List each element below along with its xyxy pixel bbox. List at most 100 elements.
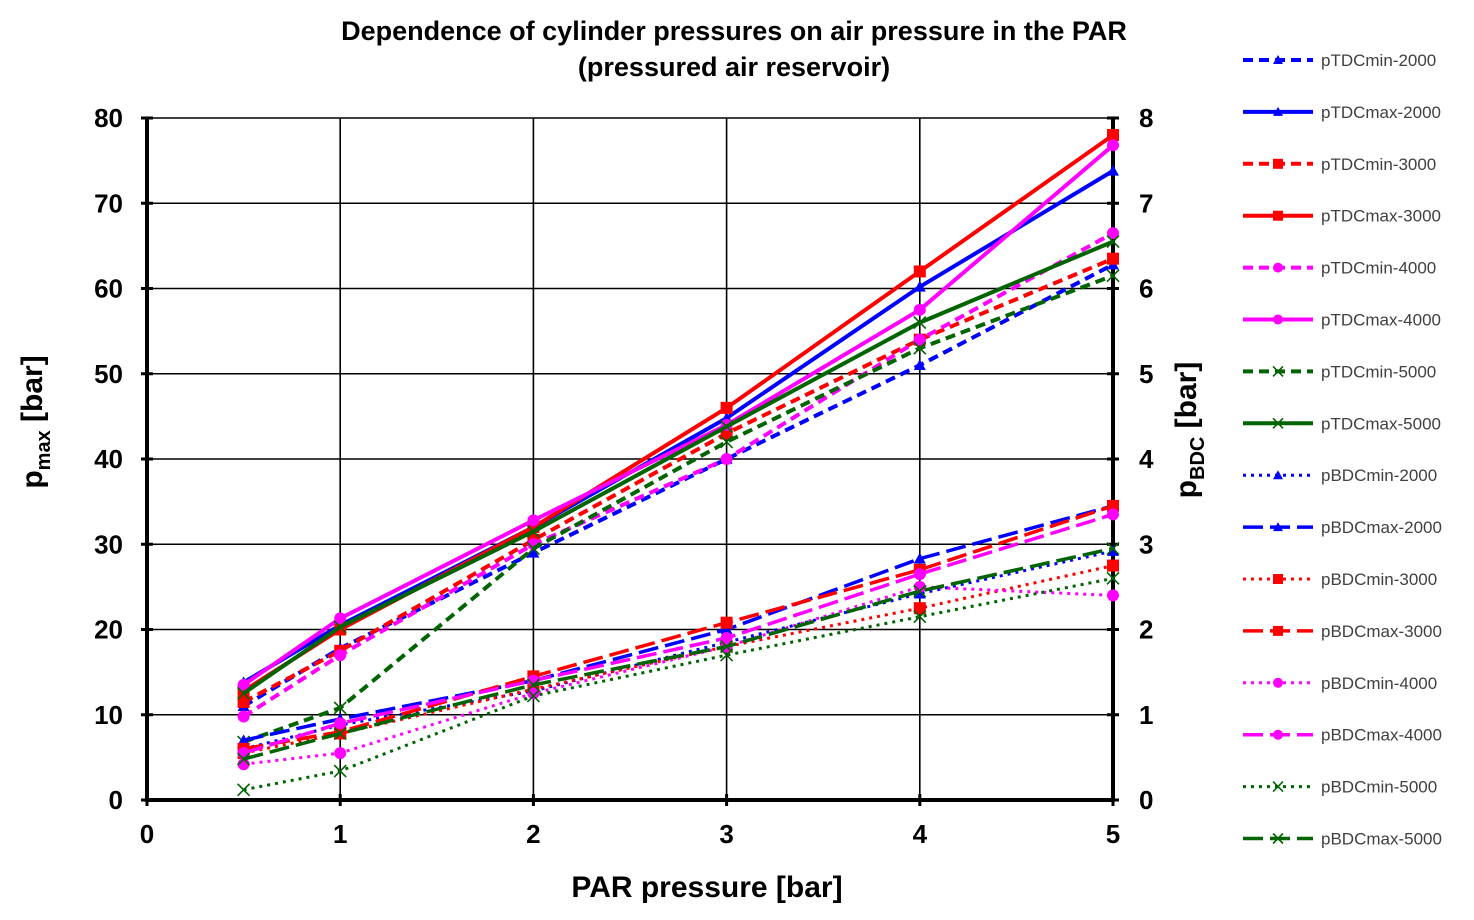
data-point-pBDCmin-5000 <box>1106 571 1120 585</box>
data-point-pTDCmin-4000 <box>334 649 347 662</box>
legend-marker-pTDCmin-2000 <box>1273 55 1283 64</box>
data-point-pTDCmin-5000 <box>1106 269 1120 283</box>
legend-label: pTDCmin-5000 <box>1321 362 1436 381</box>
data-point-pTDCmin-4000 <box>720 453 733 465</box>
series-pTDCmax-5000 <box>237 235 1120 701</box>
data-point-pBDCmax-4000 <box>720 632 733 645</box>
legend-item: pBDCmin-4000 <box>1243 674 1437 693</box>
series-line-pTDCmax-5000 <box>242 239 1114 696</box>
legend-item: pBDCmin-3000 <box>1243 570 1437 589</box>
legend-marker-pTDCmin-5000-stroke-b <box>1272 365 1284 377</box>
series-line-pBDCmax-3000 <box>243 504 1114 751</box>
legend-label: pTDCmax-4000 <box>1321 311 1441 330</box>
y-left-label-main: p <box>16 470 49 488</box>
series-line-pBDCmin-5000 <box>243 576 1114 792</box>
series-pBDCmax-5000 <box>237 541 1120 766</box>
legend-marker-pBDCmax-5000 <box>1272 832 1284 845</box>
legend-label: pTDCmax-3000 <box>1321 207 1441 226</box>
data-point-pTDCmax-5000 <box>526 524 540 539</box>
data-point-pBDCmax-4000 <box>1107 508 1119 521</box>
y-left-label-rest: [bar] <box>16 355 49 430</box>
data-point-pTDCmax-2000 <box>913 280 926 292</box>
legend-marker-pBDCmin-5000 <box>1272 781 1284 793</box>
legend-marker-pTDCmin-5000 <box>1272 365 1284 377</box>
data-point-pBDCmax-5000-stroke-b <box>1106 541 1120 556</box>
data-point-pBDCmin-2000 <box>913 587 926 599</box>
data-point-pBDCmin-5000 <box>526 689 540 703</box>
data-point-pBDCmin-5000-stroke-b <box>1106 571 1120 585</box>
data-point-pBDCmax-2000 <box>913 552 926 564</box>
data-point-pBDCmax-5000-stroke-b <box>720 639 734 654</box>
legend-marker-pBDCmax-4000 <box>1273 729 1283 740</box>
data-point-pBDCmin-5000 <box>913 610 927 624</box>
data-point-pTDCmax-2000 <box>1107 164 1119 176</box>
y-right-label-rest: [bar] <box>1170 362 1203 437</box>
y-left-tick-label: 60 <box>94 274 123 304</box>
legend-item: pTDCmax-4000 <box>1243 311 1441 330</box>
series-pBDCmin-4000 <box>237 580 1119 771</box>
data-point-pTDCmax-5000 <box>237 686 251 701</box>
legend-label: pTDCmin-3000 <box>1321 155 1436 174</box>
x-tick-label: 0 <box>140 819 154 849</box>
legend-item: pTDCmax-2000 <box>1243 103 1441 122</box>
series-line-pBDCmax-2000 <box>243 504 1114 743</box>
x-tick-label: 3 <box>719 819 733 849</box>
series-line-pTDCmax-4000 <box>242 143 1115 687</box>
y-right-tick-label: 1 <box>1139 700 1153 730</box>
data-point-pBDCmax-5000 <box>526 678 540 692</box>
legend-item: pBDCmin-2000 <box>1243 466 1437 485</box>
x-tick-label: 1 <box>333 819 347 849</box>
y-right-tick-label: 6 <box>1139 274 1153 304</box>
data-point-pTDCmin-2000 <box>527 546 540 558</box>
legend-item: pBDCmax-4000 <box>1243 726 1442 745</box>
legend-marker-pBDCmax-2000 <box>1273 522 1283 532</box>
legend-label: pBDCmin-2000 <box>1321 466 1437 485</box>
y-right-tick-label: 5 <box>1139 359 1153 389</box>
legend-label: pBDCmin-5000 <box>1321 778 1437 797</box>
data-point-pBDCmax-2000 <box>237 734 250 746</box>
legend-item: pBDCmax-5000 <box>1243 830 1442 849</box>
legend-item: pBDCmin-5000 <box>1243 778 1437 797</box>
data-point-pBDCmin-4000 <box>1107 589 1119 602</box>
legend-label: pBDCmin-3000 <box>1321 570 1437 589</box>
legend-marker-pBDCmax-3000 <box>1273 625 1283 636</box>
data-point-pTDCmax-5000 <box>1106 235 1120 249</box>
data-point-pBDCmax-3000 <box>720 616 733 629</box>
data-point-pTDCmax-5000-stroke-b <box>720 420 734 434</box>
y-right-tick-label: 4 <box>1139 444 1154 474</box>
data-point-pTDCmin-3000 <box>1107 252 1119 265</box>
y-left-tick-label: 50 <box>94 359 123 389</box>
data-point-pTDCmin-5000 <box>333 701 347 715</box>
legend-item: pBDCmax-3000 <box>1243 622 1442 641</box>
data-point-pTDCmax-4000 <box>334 612 347 625</box>
legend-marker-pTDCmax-5000-stroke-b <box>1272 417 1284 429</box>
data-point-pBDCmax-5000-stroke-b <box>526 678 540 692</box>
data-point-pTDCmax-4000 <box>237 678 250 691</box>
legend-item: pTDCmin-5000 <box>1243 362 1436 381</box>
data-point-pBDCmin-5000 <box>333 764 347 778</box>
x-tick-label: 2 <box>526 819 540 849</box>
data-point-pBDCmin-4000 <box>334 747 347 760</box>
data-point-pBDCmin-5000-stroke-b <box>333 764 347 778</box>
series-line-pBDCmin-4000 <box>243 585 1114 766</box>
legend-marker-pTDCmax-2000 <box>1273 106 1283 116</box>
data-point-pBDCmin-4000 <box>527 687 540 700</box>
legend-item: pBDCmax-2000 <box>1243 518 1442 537</box>
data-point-pTDCmax-5000 <box>720 420 734 434</box>
data-point-pTDCmax-3000 <box>720 401 733 414</box>
data-point-pTDCmin-2000 <box>913 359 926 371</box>
grid <box>147 117 1113 800</box>
y-right-label-main: p <box>1170 480 1203 498</box>
data-point-pBDCmin-3000 <box>1107 559 1119 572</box>
data-point-pTDCmax-4000 <box>913 303 926 316</box>
data-point-pTDCmin-4000 <box>237 710 250 723</box>
data-point-pBDCmin-5000-stroke-b <box>237 783 251 797</box>
data-point-pTDCmax-3000 <box>913 265 926 278</box>
y-right-tick-label: 2 <box>1139 615 1153 645</box>
legend-label: pBDCmin-4000 <box>1321 674 1437 693</box>
legend-item: pTDCmax-5000 <box>1243 414 1441 433</box>
data-point-pTDCmax-5000-stroke-b <box>913 316 927 330</box>
chart-labels: Dependence of cylinder pressures on air … <box>16 16 1209 904</box>
